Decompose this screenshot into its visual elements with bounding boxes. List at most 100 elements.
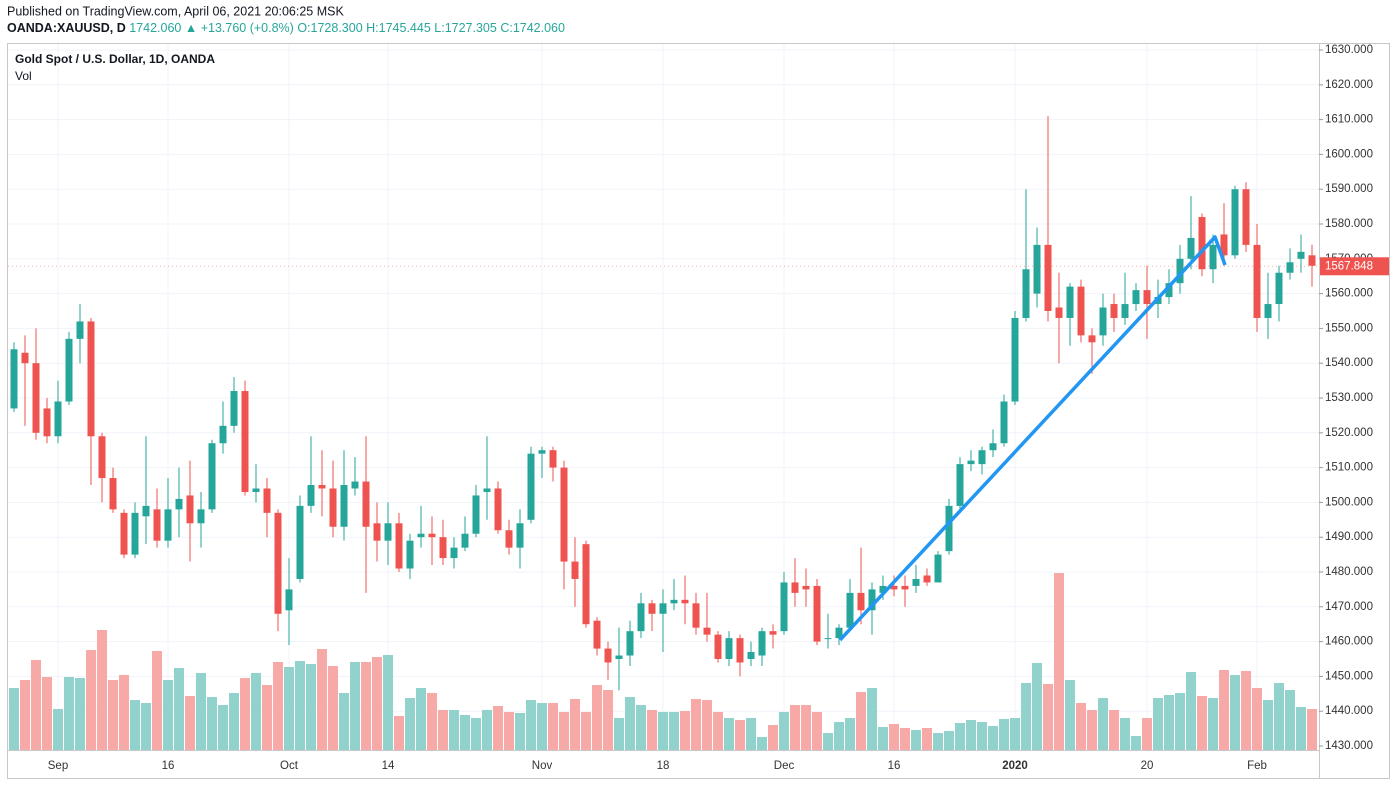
body: [54, 401, 62, 437]
volume-bar: [1219, 670, 1229, 750]
quote-line: OANDA:XAUUSD, D 1742.060 ▲ +13.760 (+0.8…: [7, 21, 565, 35]
body: [879, 585, 887, 593]
body: [439, 537, 447, 559]
chart-title: Gold Spot / U.S. Dollar, 1D, OANDA: [15, 52, 215, 66]
body: [549, 450, 557, 468]
body: [758, 631, 766, 656]
last-price-label: 1567.848: [1325, 260, 1373, 272]
volume-bar: [614, 718, 624, 750]
volume-bar: [361, 662, 371, 750]
volume-bar: [999, 719, 1009, 750]
volume-bar: [603, 690, 613, 750]
x-tick-label: 16: [162, 760, 175, 772]
body: [1066, 286, 1074, 318]
body: [890, 585, 898, 590]
body: [1022, 269, 1030, 318]
close: C:1742.060: [500, 21, 565, 35]
volume-bar: [845, 718, 855, 750]
volume: [9, 573, 1317, 750]
body: [978, 450, 986, 465]
body: [1099, 307, 1107, 336]
body: [483, 488, 491, 492]
volume-bar: [702, 700, 712, 750]
body: [681, 599, 689, 604]
volume-bar: [647, 710, 657, 750]
body: [1308, 255, 1316, 266]
volume-bar: [735, 720, 745, 750]
volume-bar: [273, 662, 283, 750]
y-tick-label: 1480.000: [1325, 566, 1373, 578]
change: ▲ +13.760 (+0.8%): [185, 21, 294, 35]
body: [131, 512, 139, 555]
volume-bar: [933, 733, 943, 750]
volume-bar: [680, 711, 690, 750]
volume-bar: [339, 693, 349, 750]
body: [857, 592, 865, 611]
volume-bar: [1252, 688, 1262, 750]
volume-bar: [471, 718, 481, 750]
body: [1121, 304, 1129, 318]
body: [329, 488, 337, 527]
volume-bar: [592, 685, 602, 750]
volume-bar: [1274, 683, 1284, 750]
high: H:1745.445: [366, 21, 431, 35]
volume-bar: [207, 697, 217, 750]
body: [109, 478, 117, 510]
body: [780, 582, 788, 632]
volume-bar: [31, 660, 41, 750]
volume-bar: [900, 728, 910, 750]
body: [813, 585, 821, 642]
volume-bar: [1054, 573, 1064, 750]
y-tick-label: 1630.000: [1325, 44, 1373, 56]
y-tick-label: 1460.000: [1325, 636, 1373, 648]
body: [43, 408, 51, 437]
body: [296, 505, 304, 579]
volume-bar: [1065, 680, 1075, 750]
volume-bar: [746, 718, 756, 750]
volume-bar: [427, 693, 437, 750]
volume-bar: [1076, 703, 1086, 750]
y-tick-label: 1600.000: [1325, 148, 1373, 160]
body: [219, 425, 227, 444]
volume-bar: [823, 733, 833, 750]
body: [241, 391, 249, 492]
volume-bar: [911, 730, 921, 750]
body: [714, 634, 722, 659]
volume-bar: [955, 723, 965, 750]
body: [406, 540, 414, 569]
volume-bar: [856, 692, 866, 750]
volume-bar: [1164, 695, 1174, 750]
volume-bar: [119, 675, 129, 750]
volume-bar: [1098, 698, 1108, 750]
volume-bar: [394, 716, 404, 750]
volume-bar: [372, 657, 382, 750]
body: [1165, 283, 1173, 298]
body: [626, 631, 634, 656]
body: [395, 523, 403, 569]
body: [1253, 244, 1261, 318]
body: [593, 620, 601, 649]
y-tick-label: 1550.000: [1325, 322, 1373, 334]
volume-bar: [75, 678, 85, 750]
body: [307, 485, 315, 506]
volume-bar: [163, 680, 173, 750]
body: [835, 627, 843, 639]
x-tick-label: 16: [888, 760, 901, 772]
body: [384, 523, 392, 541]
volume-bar: [636, 705, 646, 750]
volume-bar: [713, 712, 723, 750]
volume-bar: [174, 668, 184, 750]
volume-bar: [988, 726, 998, 750]
x-tick-label: Sep: [48, 760, 68, 772]
body: [912, 578, 920, 586]
body: [1220, 234, 1228, 256]
volume-bar: [790, 705, 800, 750]
body: [945, 505, 953, 552]
body: [274, 512, 282, 614]
volume-bar: [922, 728, 932, 750]
body: [571, 561, 579, 579]
body: [428, 533, 436, 538]
body: [1297, 251, 1305, 259]
